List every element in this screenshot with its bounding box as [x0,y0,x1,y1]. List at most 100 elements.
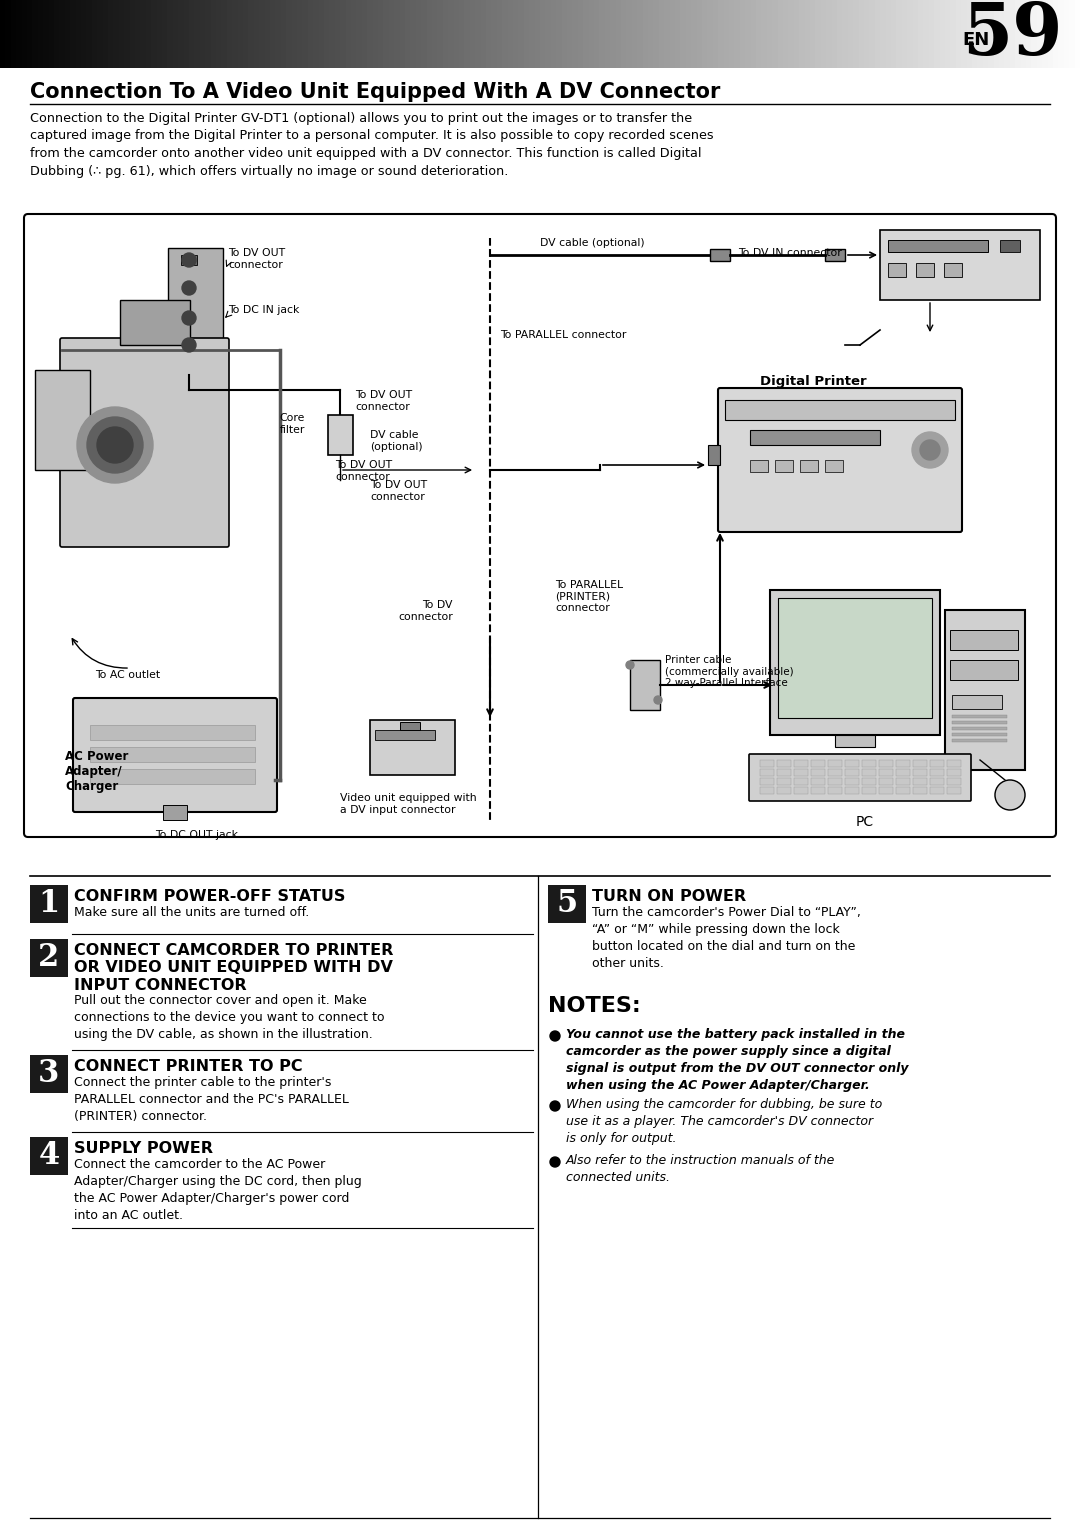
Text: Make sure all the units are turned off.: Make sure all the units are turned off. [75,906,309,918]
Bar [828,779,842,785]
Text: AC Power
Adapter/
Charger: AC Power Adapter/ Charger [65,750,129,793]
Bar [729,0,734,67]
Bar [983,0,988,67]
Bar [594,0,599,67]
Bar [967,0,972,67]
Bar [259,0,265,67]
Bar [313,0,319,67]
Bar [888,241,988,251]
Bar [879,779,893,785]
Bar [934,0,940,67]
Bar [862,760,876,766]
Bar [610,0,616,67]
Bar [859,0,864,67]
Bar [945,0,950,67]
Bar [879,770,893,776]
Bar [1031,0,1037,67]
Bar [43,0,49,67]
Bar [888,264,906,277]
Bar [896,770,910,776]
Bar [81,0,86,67]
Bar [825,248,845,261]
Bar [918,0,923,67]
Bar [916,264,934,277]
Bar [826,0,832,67]
Bar [947,786,961,794]
Bar [1053,0,1058,67]
Bar [324,0,329,67]
Circle shape [183,281,195,294]
Text: CONFIRM POWER-OFF STATUS: CONFIRM POWER-OFF STATUS [75,889,346,904]
Bar [811,786,825,794]
Bar [999,0,1004,67]
Text: Digital Printer: Digital Printer [760,376,866,388]
Bar [680,0,686,67]
Bar [828,770,842,776]
Bar [896,0,902,67]
Bar [760,760,774,766]
Bar [400,722,420,730]
Bar [302,0,308,67]
Text: PC: PC [856,816,874,829]
Bar [373,0,378,67]
Circle shape [550,1101,561,1111]
Bar [940,0,945,67]
Bar [869,0,875,67]
Bar [548,885,586,923]
Bar [351,0,356,67]
Bar [725,400,955,420]
Text: Connect the printer cable to the printer's
PARALLEL connector and the PC's PARAL: Connect the printer cable to the printer… [75,1076,349,1124]
Bar [32,0,38,67]
Bar [756,0,761,67]
Bar [794,779,808,785]
Text: To DV OUT
connector: To DV OUT connector [335,460,392,481]
Bar [761,0,767,67]
Bar [862,786,876,794]
Bar [97,0,103,67]
Bar [529,0,535,67]
Bar [707,0,713,67]
Bar [760,770,774,776]
Bar [76,0,81,67]
Bar [845,760,859,766]
Bar [394,0,400,67]
Bar [1048,0,1053,67]
FancyBboxPatch shape [750,754,971,802]
Bar [181,254,197,265]
Bar [837,0,842,67]
Bar [853,0,859,67]
Bar [459,0,464,67]
Bar [800,460,818,472]
Bar [913,779,927,785]
Bar [751,0,756,67]
Bar [772,0,778,67]
Bar [232,0,238,67]
Bar [825,460,843,472]
Bar [845,779,859,785]
Bar [653,0,659,67]
Bar [1010,0,1015,67]
Bar [162,0,167,67]
Bar [90,770,255,783]
Bar [896,779,910,785]
Bar [972,0,977,67]
Text: Connection to the Digital Printer GV-DT1 (optional) allows you to print out the : Connection to the Digital Printer GV-DT1… [30,112,714,178]
FancyBboxPatch shape [24,215,1056,837]
Bar [745,0,751,67]
Bar [481,0,486,67]
Bar [292,0,297,67]
Bar [513,0,518,67]
Text: Connection To A Video Unit Equipped With A DV Connector: Connection To A Video Unit Equipped With… [30,81,720,103]
Text: To DV OUT
connector: To DV OUT connector [370,480,427,501]
Bar [951,733,1007,736]
Bar [265,0,270,67]
Text: Connect the camcorder to the AC Power
Adapter/Charger using the DC cord, then pl: Connect the camcorder to the AC Power Ad… [75,1157,362,1222]
Circle shape [97,428,133,463]
Bar [828,786,842,794]
Bar [821,0,826,67]
Bar [750,429,880,445]
Bar [562,0,567,67]
Bar [508,0,513,67]
Bar [378,0,383,67]
Bar [1042,0,1048,67]
